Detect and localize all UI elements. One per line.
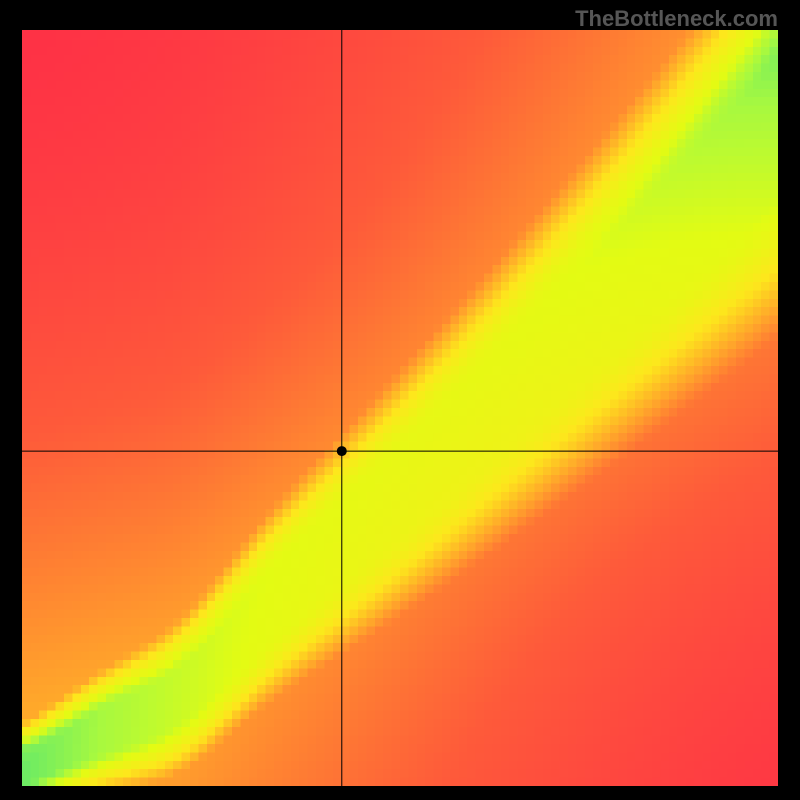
bottleneck-heatmap [22,30,778,786]
chart-container: TheBottleneck.com [0,0,800,800]
watermark-text: TheBottleneck.com [575,6,778,32]
